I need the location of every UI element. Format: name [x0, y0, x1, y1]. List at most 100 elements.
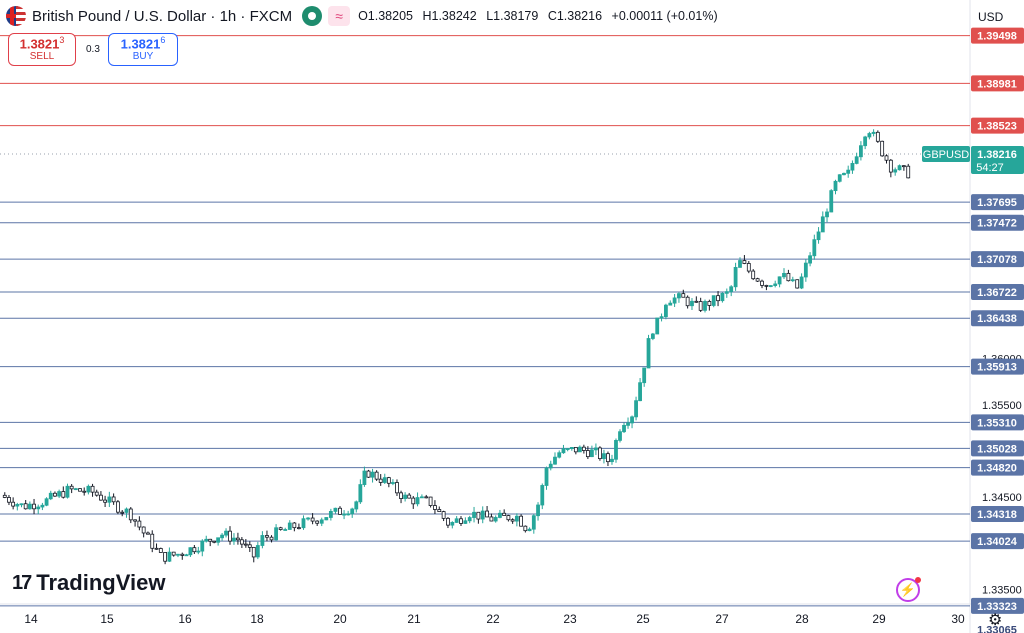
candle-body	[724, 291, 729, 294]
countdown-label: 54:27	[976, 162, 1004, 174]
candle-body	[287, 522, 292, 530]
candle-body	[514, 515, 519, 522]
support-level-label: 1.37472	[977, 218, 1017, 230]
candle-body	[888, 159, 893, 173]
candle-body	[812, 239, 817, 257]
candle-body	[467, 517, 472, 522]
candle-body	[733, 267, 738, 288]
candle-body	[255, 545, 260, 558]
candle-body	[212, 540, 217, 543]
candle-body	[594, 447, 598, 451]
open-value: O1.38205	[358, 9, 413, 23]
candle-body	[391, 482, 395, 484]
candle-body	[116, 501, 120, 513]
candle-body	[720, 292, 725, 302]
support-level-tag	[971, 251, 1024, 268]
candle-body	[634, 400, 638, 418]
candle-body	[906, 165, 911, 179]
candle-body	[626, 422, 630, 426]
candle-body	[362, 470, 367, 485]
candle-body	[694, 300, 699, 303]
candle-body	[764, 284, 769, 287]
y-tick-label: 1.33500	[982, 585, 1022, 597]
market-status-icon[interactable]	[302, 6, 323, 26]
candle-body	[141, 526, 146, 534]
candle-body	[2, 494, 7, 498]
candle-body	[107, 496, 112, 503]
settings-gear-icon[interactable]: ⚙	[988, 612, 1003, 629]
candle-body	[65, 485, 70, 498]
candle-body	[184, 554, 189, 557]
candle-body	[69, 485, 74, 490]
candle-body	[480, 510, 485, 520]
candle-body	[61, 491, 66, 498]
candle-body	[301, 518, 306, 529]
candle-body	[729, 286, 734, 293]
resistance-level-tag	[971, 27, 1024, 44]
candle-body	[171, 551, 176, 556]
candle-body	[816, 231, 821, 241]
support-level-tag	[971, 597, 1024, 614]
candle-body	[472, 511, 476, 518]
support-level-label: 1.35028	[977, 443, 1017, 455]
candle-body	[557, 452, 562, 458]
candle-body	[510, 519, 515, 522]
tradingview-logo[interactable]: 17 TradingView	[12, 570, 165, 596]
candle-body	[897, 165, 902, 171]
candle-body	[358, 484, 363, 503]
candle-body	[94, 491, 99, 496]
candle-body	[196, 550, 201, 553]
candle-body	[36, 506, 41, 510]
candle-body	[685, 296, 690, 307]
candle-body	[146, 532, 150, 535]
candle-body	[585, 450, 590, 458]
candle-body	[433, 505, 437, 510]
candle-body	[590, 449, 594, 458]
uk-us-flag-icon	[6, 6, 26, 26]
current-price-tag	[971, 146, 1024, 174]
candle-body	[236, 537, 240, 541]
buy-button[interactable]: 1.38216 BUY	[108, 33, 178, 66]
candle-body	[32, 503, 36, 510]
x-tick-label: 14	[24, 612, 38, 626]
candle-body	[167, 551, 172, 562]
candle-body	[216, 537, 221, 543]
candle-body	[354, 501, 359, 510]
candle-body	[540, 485, 545, 506]
candle-body	[803, 262, 808, 278]
candle-body	[15, 504, 20, 507]
candle-body	[755, 278, 760, 282]
candle-body	[403, 494, 408, 499]
candle-body	[493, 517, 498, 522]
currency-selector[interactable]: USD	[978, 10, 1004, 24]
candle-body	[602, 453, 606, 460]
candle-body	[133, 519, 137, 522]
indicator-icon[interactable]: ≈	[328, 6, 351, 26]
candle-body	[419, 496, 424, 499]
symbol-title[interactable]: British Pound / U.S. Dollar · 1h · FXCM	[32, 7, 293, 25]
candle-body	[569, 447, 574, 449]
x-tick-label: 21	[407, 612, 421, 626]
candle-body	[7, 497, 11, 503]
candle-body	[711, 295, 716, 306]
sell-price-pip: 3	[59, 35, 65, 45]
change-value: +0.00011 (+0.01%)	[611, 9, 718, 23]
sell-button[interactable]: 1.38213 SELL	[8, 33, 76, 66]
candle-body	[27, 503, 32, 510]
flash-icon[interactable]: ⚡	[896, 577, 921, 602]
candle-body	[893, 169, 898, 173]
candle-body	[297, 527, 301, 530]
candle-body	[668, 302, 673, 306]
candle-body	[837, 174, 842, 182]
ohlc-values: O1.38205 H1.38242 L1.38179 C1.38216 +0.0…	[358, 9, 724, 23]
candle-body	[598, 447, 602, 460]
candle-body	[342, 513, 346, 516]
candle-body	[424, 496, 429, 499]
candle-body	[527, 528, 532, 532]
candle-body	[506, 515, 511, 521]
candle-body	[544, 467, 549, 486]
x-tick-label: 22	[486, 612, 500, 626]
candle-body	[19, 503, 24, 506]
candle-body	[158, 548, 163, 553]
